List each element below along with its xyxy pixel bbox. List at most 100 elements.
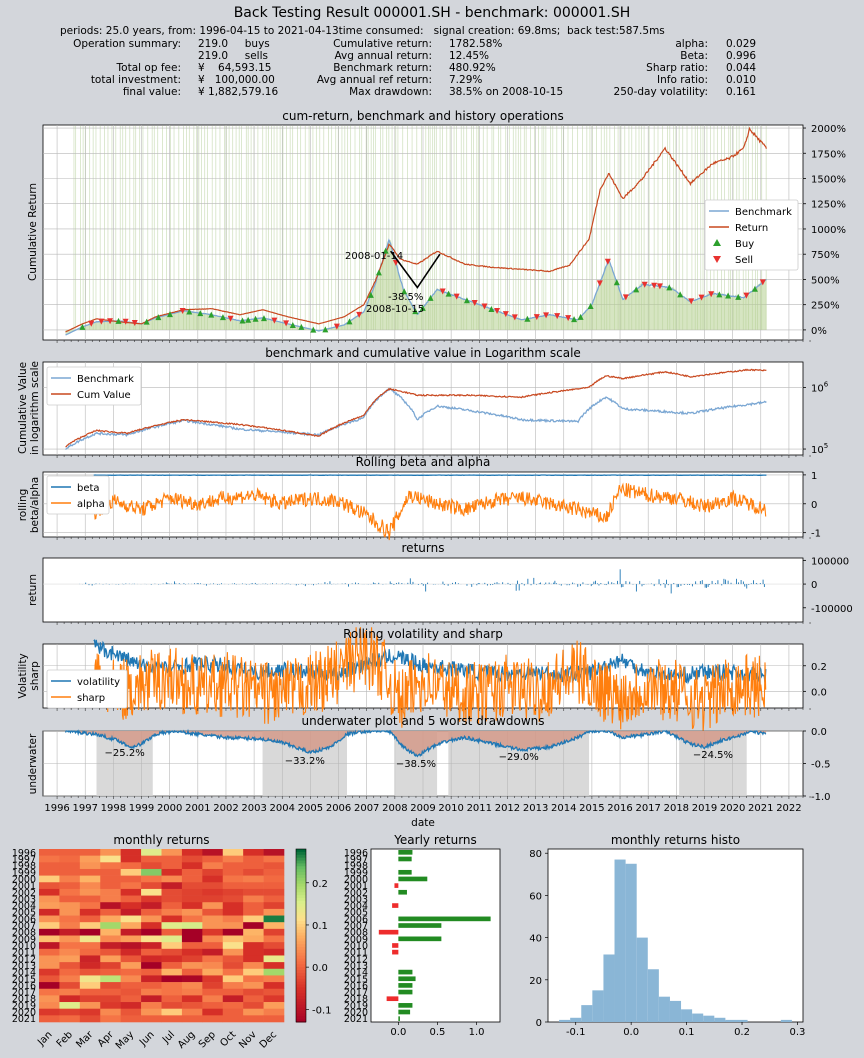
heatmap-cell — [243, 975, 264, 983]
heatmap-cell — [243, 1015, 264, 1023]
yearly-bar — [386, 996, 399, 1002]
heatmap-cell — [161, 915, 183, 923]
heatmap-cell — [100, 955, 121, 963]
histogram-bar — [692, 1013, 704, 1022]
heatmap-cell — [202, 855, 224, 863]
x-tick-label: 2016 — [607, 803, 632, 814]
colorbar-segment — [296, 909, 306, 913]
y-tick-label: 80 — [529, 849, 542, 860]
heatmap-cell — [181, 982, 203, 990]
summary-line: 219.0 sells — [198, 50, 268, 62]
colorbar-segment — [296, 941, 306, 945]
heatmap-cell — [120, 895, 142, 903]
y-tick-label: 60 — [529, 891, 542, 902]
heatmap-cell — [100, 988, 121, 996]
colorbar-segment — [296, 883, 306, 887]
colorbar-segment — [296, 975, 306, 980]
heatmap-cell — [59, 1015, 81, 1023]
heatmap-cell — [243, 995, 264, 1003]
heatmap-cell — [79, 1008, 101, 1016]
buy-marker — [725, 292, 732, 299]
summary-line: 7.29% — [449, 74, 483, 86]
yearly-category-label: 1996 — [344, 848, 368, 859]
panel-title: Rolling volatility and sharp — [343, 627, 503, 641]
y-tick-label: 1750% — [811, 149, 846, 160]
colorbar-tick-label: -0.1 — [312, 1005, 332, 1016]
heatmap-cell — [141, 948, 162, 956]
summary-line: 480.92% — [449, 62, 496, 74]
y-axis-label-line: in logarithm scale — [29, 361, 41, 455]
heatmap-cell — [79, 849, 101, 856]
heatmap-cell — [39, 935, 60, 943]
heatmap-cell — [79, 875, 101, 883]
sell-marker — [494, 308, 501, 315]
buy-marker — [219, 314, 226, 321]
heatmap-year-label: 2015 — [12, 974, 36, 985]
heatmap-year-label: 1996 — [12, 848, 36, 859]
heatmap-cell — [120, 988, 142, 996]
colorbar-segment — [296, 972, 306, 977]
heatmap-cell — [39, 948, 60, 956]
buy-marker — [445, 290, 452, 297]
y-tick-label: 0.0 — [811, 727, 827, 738]
yearly-category-label: 2008 — [344, 928, 368, 939]
heatmap-cell — [79, 975, 101, 983]
buy-marker — [186, 308, 193, 315]
colorbar-segment — [296, 915, 306, 919]
heatmap-cell — [222, 962, 244, 970]
drawdown-label: −24.5% — [693, 750, 733, 761]
heatmap-cell — [141, 908, 162, 916]
heatmap-year-label: 2000 — [12, 874, 36, 885]
heatmap-cell — [243, 928, 264, 936]
heatmap-cell — [222, 868, 244, 876]
heatmap-cell — [141, 988, 162, 996]
heatmap-cell — [59, 908, 81, 916]
heatmap-cell — [161, 875, 183, 883]
x-tick-label: 2021 — [748, 803, 773, 814]
colorbar-segment — [296, 918, 306, 922]
x-tick-label: 2004 — [270, 803, 295, 814]
yearly-bar — [392, 903, 399, 908]
x-tick-label: 1999 — [129, 803, 154, 814]
buy-marker — [367, 291, 374, 298]
heatmap-cell — [141, 888, 162, 896]
heatmap-cell — [59, 995, 81, 1003]
sell-marker — [98, 318, 105, 325]
summary-line: ¥ 1,882,579.16 — [198, 86, 279, 98]
y-tick-label: 0% — [811, 326, 827, 337]
yearly-category-label: 2000 — [344, 874, 368, 885]
heatmap-cell — [120, 862, 142, 870]
yearly-bar — [398, 1009, 411, 1015]
heatmap-cell — [181, 995, 203, 1003]
y-axis-label: Cumulative Value in logarithm scale — [17, 361, 41, 455]
yearly-bar — [392, 949, 399, 955]
histogram-bar — [714, 1017, 726, 1022]
heatmap-cell — [100, 968, 121, 976]
colorbar-segment — [296, 892, 306, 896]
colorbar-segment — [296, 857, 306, 862]
heatmap-cell — [161, 948, 183, 956]
buy-marker — [751, 285, 758, 292]
x-tick-label: 2008 — [382, 803, 407, 814]
heatmap-cell — [202, 1015, 224, 1023]
heatmap-cell — [100, 915, 121, 923]
buy-marker — [488, 306, 495, 313]
heatmap-cell — [39, 1008, 60, 1016]
buy-marker — [322, 326, 329, 333]
heatmap-cell — [100, 1002, 121, 1009]
yearly-category-label: 2007 — [344, 921, 368, 932]
heatmap-cell — [141, 849, 162, 856]
returns-panel — [42, 557, 804, 623]
colorbar-segment — [296, 944, 306, 948]
sell-marker — [122, 318, 129, 325]
histogram-bar — [614, 859, 626, 1022]
y-axis-label-line: sharp — [29, 661, 41, 691]
y-axis-label: return — [27, 574, 39, 606]
heatmap-cell — [59, 982, 81, 990]
heatmap-cell — [161, 928, 183, 936]
heatmap-year-label: 2006 — [12, 914, 36, 925]
heatmap-cell — [222, 1002, 244, 1009]
colorbar-segment — [296, 877, 306, 882]
y-tick-label: -1.0 — [811, 792, 831, 803]
